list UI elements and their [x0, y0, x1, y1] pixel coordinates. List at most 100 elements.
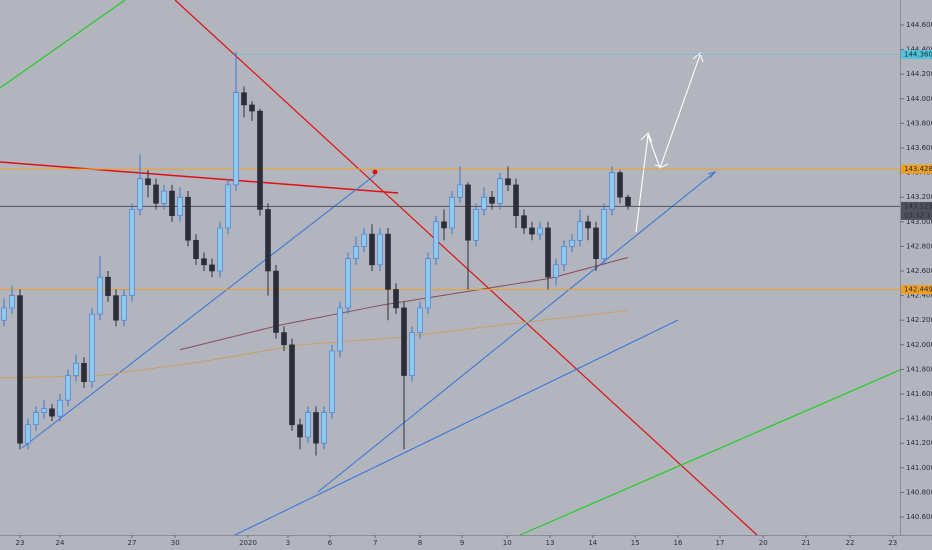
- candle-body: [25, 424, 31, 444]
- candle-body: [297, 424, 303, 438]
- candle-body: [329, 350, 335, 413]
- trend-line: [234, 319, 679, 536]
- candle-body: [233, 92, 239, 186]
- candle-body: [153, 184, 159, 204]
- x-tick-label: 16: [674, 539, 683, 547]
- candle-body: [393, 289, 399, 309]
- x-tick-label: 23: [16, 539, 25, 547]
- candle-body: [473, 209, 479, 241]
- candle-body: [337, 307, 343, 352]
- y-tick-label: 142.400: [906, 292, 932, 300]
- candle-body: [161, 190, 167, 204]
- candle-body: [345, 258, 351, 309]
- candle-body: [305, 412, 311, 438]
- candle-body: [225, 184, 231, 229]
- x-tick-label: 23: [888, 539, 897, 547]
- trend-line: [0, 0, 126, 89]
- candle-body: [121, 295, 127, 321]
- candle-body: [185, 196, 191, 241]
- x-tick-label: 30: [171, 539, 180, 547]
- y-tick-label: 143.200: [906, 193, 932, 201]
- y-tick-label: 140.800: [906, 488, 932, 496]
- y-tick-label: 142.600: [906, 267, 932, 275]
- candle-body: [145, 178, 151, 186]
- y-tick-label: 141.000: [906, 464, 932, 472]
- candle-body: [49, 408, 55, 417]
- candle-body: [545, 227, 551, 278]
- trend-line: [21, 174, 376, 449]
- candle-body: [625, 196, 631, 207]
- candle-body: [505, 178, 511, 186]
- candle-body: [513, 184, 519, 216]
- candle-body: [265, 209, 271, 272]
- candle-body: [569, 239, 575, 247]
- candle-body: [281, 332, 287, 346]
- x-tick-label: 13: [546, 539, 555, 547]
- y-tick-label: 142.200: [906, 316, 932, 324]
- trend-line: [174, 0, 758, 536]
- candle-body: [585, 221, 591, 229]
- x-tick-label: 3: [286, 539, 290, 547]
- candle-body: [553, 264, 559, 278]
- candle-body: [521, 215, 527, 229]
- candle-body: [97, 276, 103, 315]
- candle-body: [57, 399, 63, 417]
- candle-body: [65, 375, 71, 401]
- candle-body: [321, 412, 327, 444]
- x-tick-label: 10: [503, 539, 512, 547]
- candle-body: [113, 295, 119, 321]
- y-tick-label: 141.400: [906, 415, 932, 423]
- candle-body: [137, 178, 143, 210]
- arrow-heads: [640, 52, 704, 168]
- y-tick-label: 143.000: [906, 218, 932, 226]
- candle-body: [409, 332, 415, 376]
- price-label-box: [901, 201, 932, 220]
- x-tick-label: 20: [759, 539, 768, 547]
- candle-body: [369, 233, 375, 266]
- x-tick-label: 8: [418, 539, 422, 547]
- candle-body: [449, 196, 455, 229]
- y-tick-label: 144.000: [906, 95, 932, 103]
- x-tick-label: 7: [373, 539, 377, 547]
- candle-body: [601, 209, 607, 260]
- candle-body: [433, 221, 439, 260]
- candle-body: [81, 362, 87, 383]
- trend-line: [519, 369, 901, 536]
- candle-body: [257, 110, 263, 210]
- y-tick-label: 141.600: [906, 390, 932, 398]
- candle-body: [457, 184, 463, 198]
- candle-body: [425, 258, 431, 309]
- candle-body: [241, 92, 247, 106]
- y-tick-label: 143.600: [906, 144, 932, 152]
- projection-path: [635, 54, 701, 233]
- candle-body: [497, 178, 503, 204]
- moving-average: [0, 309, 629, 379]
- price-label: 143.125: [904, 202, 932, 210]
- candle-body: [105, 276, 111, 296]
- trend-line: [0, 161, 399, 194]
- candle-body: [561, 246, 567, 266]
- y-tick-label: 144.400: [906, 46, 932, 54]
- candle-body: [617, 172, 623, 198]
- candle-body: [609, 172, 615, 210]
- y-tick-label: 142.000: [906, 341, 932, 349]
- price-label-box: [901, 285, 932, 295]
- x-tick-label: 14: [588, 539, 597, 547]
- trend-line: [317, 171, 716, 493]
- price-label: 144.360: [904, 50, 932, 58]
- x-tick-label: 21: [802, 539, 811, 547]
- y-tick-label: 140.600: [906, 513, 932, 521]
- price-label: 143.428: [904, 165, 932, 173]
- x-tick-label: 24: [56, 539, 65, 547]
- price-label-box: [901, 49, 932, 59]
- x-tick-label: 27: [128, 539, 137, 547]
- candle-body: [361, 233, 367, 247]
- y-tick-label: 144.200: [906, 70, 932, 78]
- candle-body: [465, 184, 471, 241]
- x-tick-label: 9: [460, 539, 464, 547]
- candle-body: [377, 233, 383, 266]
- candle-body: [89, 313, 95, 383]
